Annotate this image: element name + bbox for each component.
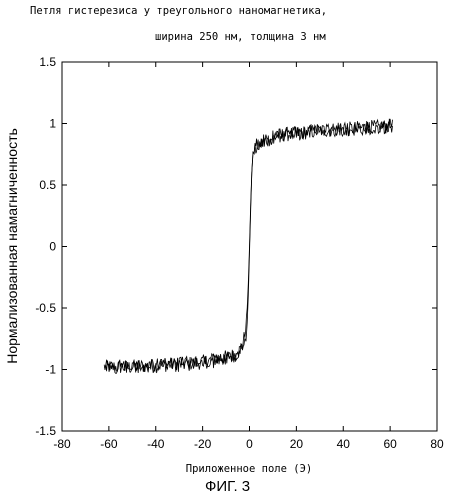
x-axis-ticks: -80 -60 -40 -20 0 20 40 60 80 <box>53 62 444 451</box>
y-tick-label: -1.5 <box>35 424 56 438</box>
x-tick-label: -80 <box>53 437 71 451</box>
y-tick-label: 1.5 <box>39 55 56 69</box>
y-tick-label: 0 <box>49 240 56 254</box>
y-tick-label: -1 <box>45 363 56 377</box>
figure-caption: ФИГ. 3 <box>205 478 251 495</box>
x-tick-label: -60 <box>100 437 118 451</box>
x-tick-label: 20 <box>290 437 304 451</box>
y-axis-ticks: -1.5 -1 -0.5 0 0.5 1 1.5 <box>35 55 437 438</box>
x-tick-label: 0 <box>246 437 253 451</box>
series-line-1 <box>103 118 393 374</box>
y-axis-label: Нормализованная намагниченность <box>4 128 20 364</box>
y-tick-label: 1 <box>49 117 56 131</box>
x-tick-label: 80 <box>430 437 444 451</box>
series-line-2 <box>104 118 393 374</box>
chart-title-line-1: Петля гистерезиса у треугольного наномаг… <box>30 5 328 17</box>
x-tick-label: 60 <box>383 437 397 451</box>
y-tick-label: 0.5 <box>39 178 56 192</box>
y-tick-label: -0.5 <box>35 301 56 315</box>
series-group <box>103 118 393 374</box>
x-tick-label: 40 <box>337 437 351 451</box>
chart-title-line-2: ширина 250 нм, толщина 3 нм <box>155 31 326 43</box>
x-tick-label: -20 <box>194 437 212 451</box>
x-axis-label: Приложенное поле (Э) <box>186 463 312 475</box>
x-tick-label: -40 <box>147 437 165 451</box>
